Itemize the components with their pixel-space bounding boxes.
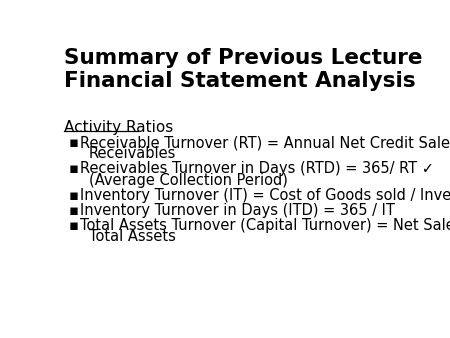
Text: Inventory Turnover in Days (ITD) = 365 / IT: Inventory Turnover in Days (ITD) = 365 /…: [80, 203, 394, 218]
Text: (Average Collection Period): (Average Collection Period): [89, 173, 288, 188]
Text: ▪: ▪: [69, 218, 79, 233]
Text: ▪: ▪: [69, 135, 79, 150]
Text: Total Assets Turnover (Capital Turnover) = Net Sales /: Total Assets Turnover (Capital Turnover)…: [80, 218, 450, 233]
Text: Receivable Turnover (RT) = Annual Net Credit Sales /: Receivable Turnover (RT) = Annual Net Cr…: [80, 135, 450, 150]
Text: Receivables Turnover in Days (RTD) = 365/ RT ✓: Receivables Turnover in Days (RTD) = 365…: [80, 162, 433, 176]
Text: Total Assets: Total Assets: [89, 229, 176, 244]
Text: Receivables: Receivables: [89, 146, 176, 162]
Text: ▪: ▪: [69, 203, 79, 218]
Text: ▪: ▪: [69, 188, 79, 202]
Text: Activity Ratios: Activity Ratios: [64, 120, 173, 135]
Text: Inventory Turnover (IT) = Cost of Goods sold / Inventory: Inventory Turnover (IT) = Cost of Goods …: [80, 188, 450, 202]
Text: ▪: ▪: [69, 162, 79, 176]
Text: Summary of Previous Lecture
Financial Statement Analysis: Summary of Previous Lecture Financial St…: [64, 48, 423, 91]
